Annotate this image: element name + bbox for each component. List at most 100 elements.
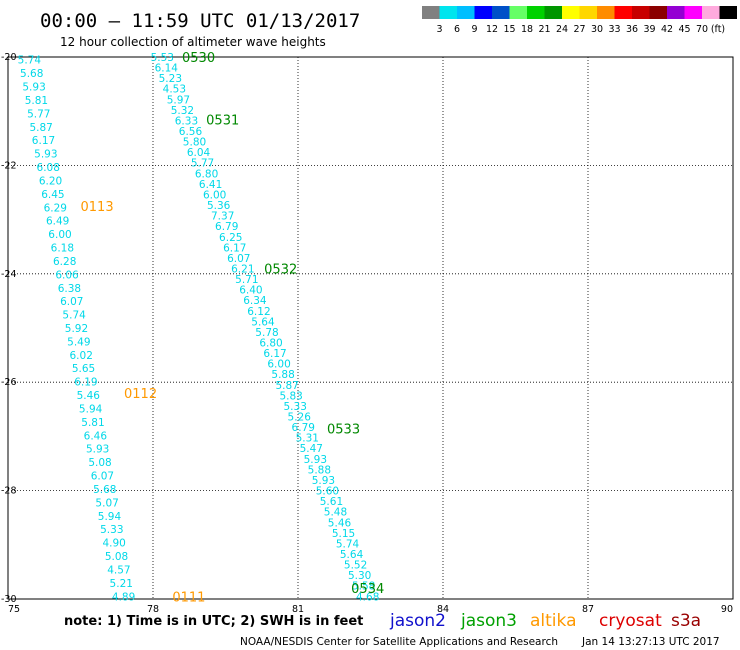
wave-height-point: 5.53 [151, 52, 174, 64]
wave-height-point: 6.06 [55, 269, 79, 281]
colorbar-swatch [667, 6, 685, 19]
footer-note: note: 1) Time is in UTC; 2) SWH is in fe… [64, 614, 363, 629]
wave-height-point: 6.14 [155, 63, 179, 75]
wave-height-point: 5.97 [167, 94, 190, 106]
wave-height-point: 6.20 [39, 175, 62, 187]
colorbar-swatch [509, 6, 527, 19]
wave-height-point: 5.71 [235, 274, 258, 286]
chart-subtitle: 12 hour collection of altimeter wave hei… [60, 35, 326, 49]
wave-height-point: 6.21 [231, 263, 254, 275]
colorbar: 3 6 9 12 15 18 21 24 27 30 33 36 39 42 45 70 (ft) [422, 6, 737, 35]
wave-height-point: 6.19 [74, 377, 97, 389]
y-tick-label: -26 [1, 377, 17, 388]
colorbar-tick-label: 12 [486, 24, 498, 35]
colorbar-swatch [649, 6, 667, 19]
wave-height-point: 6.80 [195, 168, 218, 180]
wave-height-point: 5.94 [79, 403, 103, 415]
colorbar-tick-label: 18 [521, 24, 533, 35]
pass-label: 0532 [264, 262, 297, 277]
colorbar-swatch [562, 6, 580, 19]
pass-label: 0112 [124, 387, 157, 402]
x-tick-label: 87 [582, 604, 594, 615]
wave-height-point: 6.49 [46, 216, 69, 228]
wave-height-point: 5.60 [316, 486, 339, 498]
wave-height-point: 6.08 [37, 162, 60, 174]
satellite-legend-entry: jason3 [460, 611, 517, 631]
satellite-legend: jason2 jason3 altika cryosat s3a [389, 611, 701, 631]
colorbar-unit-label: (ft) [711, 24, 725, 35]
wave-height-point: 6.41 [199, 179, 222, 191]
colorbar-tick-label: 21 [538, 24, 550, 35]
x-tick-label: 78 [147, 604, 159, 615]
wave-height-point: 6.04 [187, 147, 211, 159]
colorbar-tick-label: 45 [678, 24, 690, 35]
wave-height-point: 5.93 [312, 475, 335, 487]
wave-height-point: 6.29 [44, 202, 67, 214]
colorbar-tick-label: 42 [661, 24, 673, 35]
colorbar-swatch [492, 6, 510, 19]
wave-height-point: 6.34 [243, 295, 267, 307]
colorbar-swatch [719, 6, 737, 19]
wave-height-point: 5.77 [27, 108, 50, 120]
pass-label: 0113 [81, 200, 114, 215]
y-tick-label: -22 [1, 160, 17, 171]
wave-height-point: 6.07 [227, 253, 250, 265]
satellite-legend-entry: altika [530, 611, 577, 631]
wave-height-point: 5.80 [183, 137, 206, 149]
colorbar-swatch [439, 6, 457, 19]
pass-label: 0111 [172, 590, 205, 605]
colorbar-swatch [422, 6, 440, 19]
wave-height-point: 6.00 [267, 359, 290, 371]
wave-height-point: 5.93 [86, 444, 109, 456]
wave-height-point: 4.90 [102, 538, 125, 550]
wave-height-point: 4.57 [107, 564, 130, 576]
wave-height-point: 5.74 [18, 55, 42, 67]
colorbar-tick-label: 30 [591, 24, 603, 35]
wave-height-point: 5.61 [320, 496, 343, 508]
wave-height-point: 6.79 [215, 221, 238, 233]
wave-height-point: 6.00 [203, 189, 226, 201]
satellite-legend-entry: jason2 [389, 611, 446, 631]
wave-height-point: 6.25 [219, 232, 242, 244]
pass-label: 0534 [351, 582, 384, 597]
wave-height-point: 5.83 [279, 390, 302, 402]
colorbar-tick-label: 33 [608, 24, 620, 35]
wave-height-point: 5.64 [340, 549, 364, 561]
footer-credit: NOAA/NESDIS Center for Satellite Applica… [240, 636, 558, 648]
wave-height-point: 5.93 [304, 454, 327, 466]
wave-height-point: 6.38 [58, 283, 81, 295]
wave-height-point: 5.68 [20, 68, 43, 80]
wave-height-point: 5.48 [324, 507, 347, 519]
colorbar-tick-label: 39 [643, 24, 655, 35]
wave-height-point: 6.17 [32, 135, 55, 147]
colorbar-tick-label: 70 [696, 24, 708, 35]
y-tick-label: -28 [1, 486, 17, 497]
wave-height-point: 6.17 [263, 348, 286, 360]
colorbar-swatch [632, 6, 650, 19]
wave-height-point: 6.12 [247, 306, 270, 318]
colorbar-swatch [544, 6, 562, 19]
y-tick-label: -20 [1, 52, 17, 63]
colorbar-swatch [579, 6, 597, 19]
wave-height-point: 5.15 [332, 528, 355, 540]
colorbar-swatch [684, 6, 702, 19]
wave-height-point: 5.46 [328, 517, 352, 529]
y-tick-label: -24 [1, 269, 17, 280]
colorbar-swatch [527, 6, 545, 19]
wave-height-point: 5.08 [105, 551, 128, 563]
wave-height-point: 6.40 [239, 285, 262, 297]
colorbar-tick-label: 3 [436, 24, 442, 35]
wave-height-point: 5.26 [288, 412, 312, 424]
wave-height-point: 5.46 [77, 390, 101, 402]
wave-height-point: 6.02 [70, 350, 93, 362]
wave-height-point: 4.68 [356, 591, 379, 603]
wave-height-point: 4.89 [112, 591, 135, 603]
wave-height-point: 5.58 [352, 581, 375, 593]
satellite-legend-entry: cryosat [599, 611, 662, 631]
x-tick-label: 90 [721, 604, 733, 615]
wave-height-point: 5.74 [336, 538, 360, 550]
wave-height-point: 5.93 [34, 149, 57, 161]
wave-height-point: 6.33 [175, 115, 198, 127]
